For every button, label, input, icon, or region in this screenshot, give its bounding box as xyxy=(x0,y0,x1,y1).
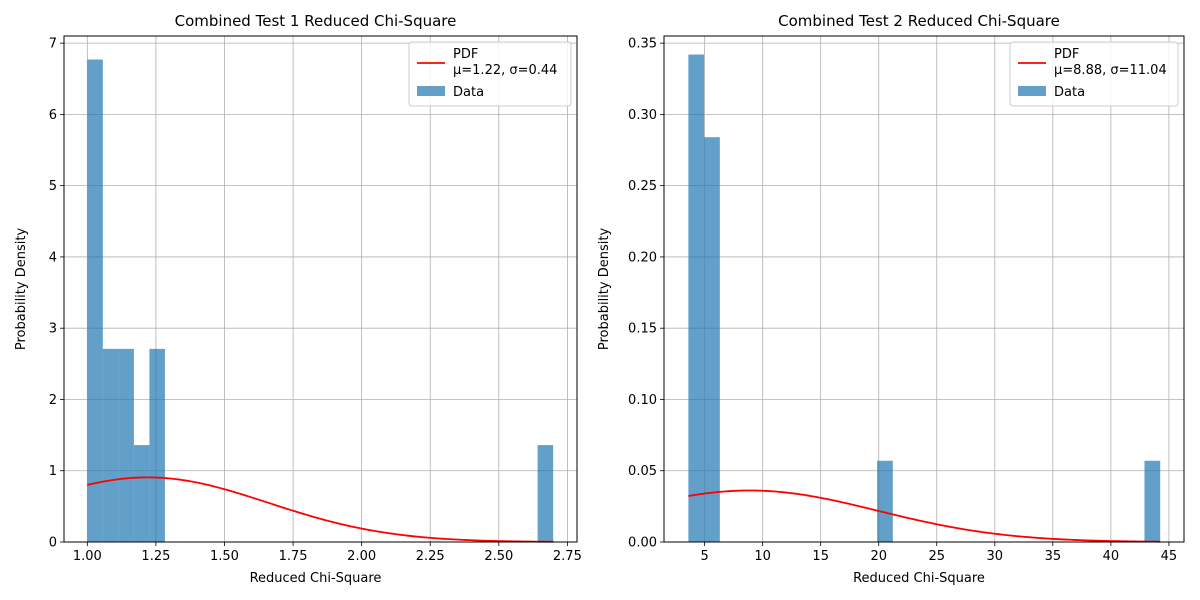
legend-label-pdf: PDF μ=1.22, σ=0.44 xyxy=(453,47,557,78)
legend-label-data: Data xyxy=(1054,85,1085,100)
legend-box xyxy=(1009,41,1179,107)
pdf-curve xyxy=(688,489,1161,543)
y-tick-label: 7 xyxy=(49,37,57,52)
y-tick-label: 1 xyxy=(49,464,57,479)
x-tick-label: 35 xyxy=(1045,549,1062,564)
x-tick-label: 30 xyxy=(987,549,1004,564)
x-tick-label: 20 xyxy=(870,549,887,564)
y-tick-label: 5 xyxy=(49,179,57,194)
y-tick-label: 4 xyxy=(49,250,57,265)
histogram-bar xyxy=(537,445,554,542)
y-tick-label: 6 xyxy=(49,108,57,123)
pdf-curve xyxy=(87,476,554,543)
histogram-bar xyxy=(688,54,705,543)
x-tick-label: 1.25 xyxy=(141,549,170,564)
x-tick-label: 2.75 xyxy=(553,549,582,564)
legend-label-pdf: PDF μ=8.88, σ=11.04 xyxy=(1054,47,1167,78)
x-tick-label: 5 xyxy=(700,549,708,564)
y-axis-label: Probability Density xyxy=(14,228,29,351)
x-tick-label: 1.75 xyxy=(279,549,308,564)
axes-frame xyxy=(63,35,578,543)
x-tick-label: 10 xyxy=(754,549,771,564)
x-tick-label: 1.00 xyxy=(73,549,102,564)
y-tick-label: 0.25 xyxy=(628,179,657,194)
axes-frame xyxy=(663,35,1185,543)
chart-title: Combined Test 2 Reduced Chi-Square xyxy=(778,12,1060,30)
chart-test-1: Combined Test 1 Reduced Chi-Square Reduc… xyxy=(14,12,582,586)
y-tick-label: 3 xyxy=(49,322,57,337)
y-axis-label: Probability Density xyxy=(597,228,612,351)
y-tick-label: 0 xyxy=(49,536,57,551)
chart-test-2: Combined Test 2 Reduced Chi-Square Reduc… xyxy=(597,12,1185,586)
histogram-bar xyxy=(149,348,165,542)
chart-title: Combined Test 1 Reduced Chi-Square xyxy=(175,12,457,30)
histogram-bar xyxy=(102,348,119,542)
x-tick-label: 2.25 xyxy=(416,549,445,564)
x-axis-label: Reduced Chi-Square xyxy=(853,571,985,586)
y-tick-label: 0.05 xyxy=(628,464,657,479)
histogram-bar xyxy=(118,348,134,542)
histogram-bar xyxy=(704,137,720,542)
legend: PDF μ=8.88, σ=11.04 Data xyxy=(1009,41,1179,107)
histogram-bar xyxy=(133,445,150,542)
legend: PDF μ=1.22, σ=0.44 Data xyxy=(408,41,572,107)
histogram-bar xyxy=(1144,460,1161,542)
histogram-bar xyxy=(877,460,893,542)
y-tick-label: 2 xyxy=(49,393,57,408)
y-tick-label: 0.00 xyxy=(628,536,657,551)
y-tick-label: 0.30 xyxy=(628,108,657,123)
y-tick-label: 0.10 xyxy=(628,393,657,408)
x-tick-label: 40 xyxy=(1103,549,1120,564)
y-tick-label: 0.35 xyxy=(628,37,657,52)
x-tick-label: 25 xyxy=(928,549,945,564)
y-tick-label: 0.15 xyxy=(628,322,657,337)
x-tick-label: 2.50 xyxy=(484,549,513,564)
legend-label-data: Data xyxy=(453,85,484,100)
x-tick-label: 1.50 xyxy=(210,549,239,564)
legend-box xyxy=(408,41,572,107)
y-tick-label: 0.20 xyxy=(628,250,657,265)
x-tick-label: 15 xyxy=(812,549,829,564)
histogram-bar xyxy=(87,59,103,542)
x-axis-label: Reduced Chi-Square xyxy=(250,571,382,586)
x-tick-label: 45 xyxy=(1161,549,1178,564)
legend-patch-swatch xyxy=(417,86,445,96)
x-tick-label: 2.00 xyxy=(347,549,376,564)
legend-patch-swatch xyxy=(1018,86,1046,96)
